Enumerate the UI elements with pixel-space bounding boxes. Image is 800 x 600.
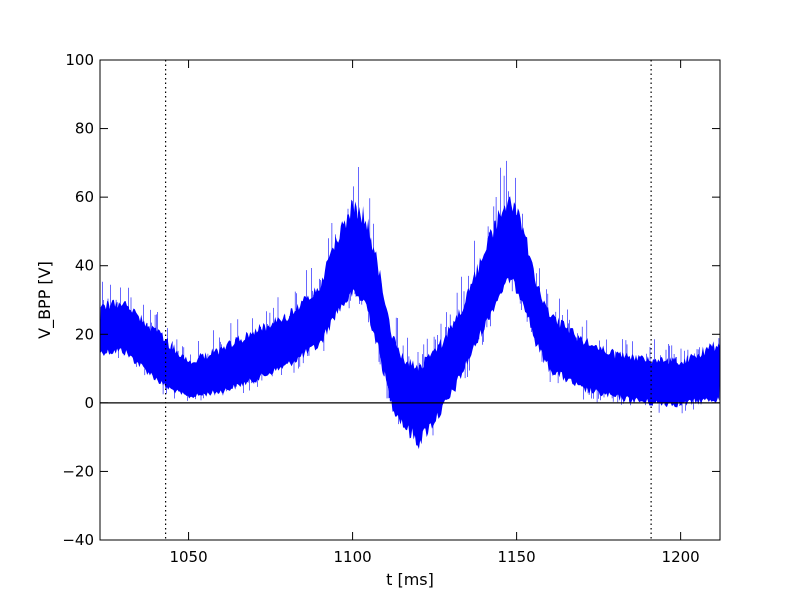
x-tick-label: 1150 xyxy=(498,548,536,566)
axes-frame xyxy=(99,59,721,541)
x-tick-label: 1100 xyxy=(333,548,371,566)
plot-area xyxy=(100,160,720,450)
x-tick-label: 1200 xyxy=(662,548,700,566)
y-tick-label: 80 xyxy=(75,120,94,138)
x-tick-label: 1050 xyxy=(169,548,207,566)
x-axis-label: t [ms] xyxy=(386,570,434,589)
y-tick-label: 100 xyxy=(65,51,94,69)
y-tick-label: −20 xyxy=(62,462,94,480)
reference-lines xyxy=(100,60,720,540)
y-tick-label: 40 xyxy=(75,257,94,275)
y-axis-label: V_BPP [V] xyxy=(35,261,55,339)
y-tick-label: 20 xyxy=(75,325,94,343)
x-axis-ticks: 1050 1100 1150 1200 xyxy=(169,60,700,566)
y-tick-label: 60 xyxy=(75,188,94,206)
signal-spikes xyxy=(100,160,720,436)
y-tick-label: −40 xyxy=(62,531,94,549)
y-axis-ticks: −40 −20 0 20 40 60 80 100 xyxy=(62,51,720,549)
y-tick-label: 0 xyxy=(84,394,94,412)
